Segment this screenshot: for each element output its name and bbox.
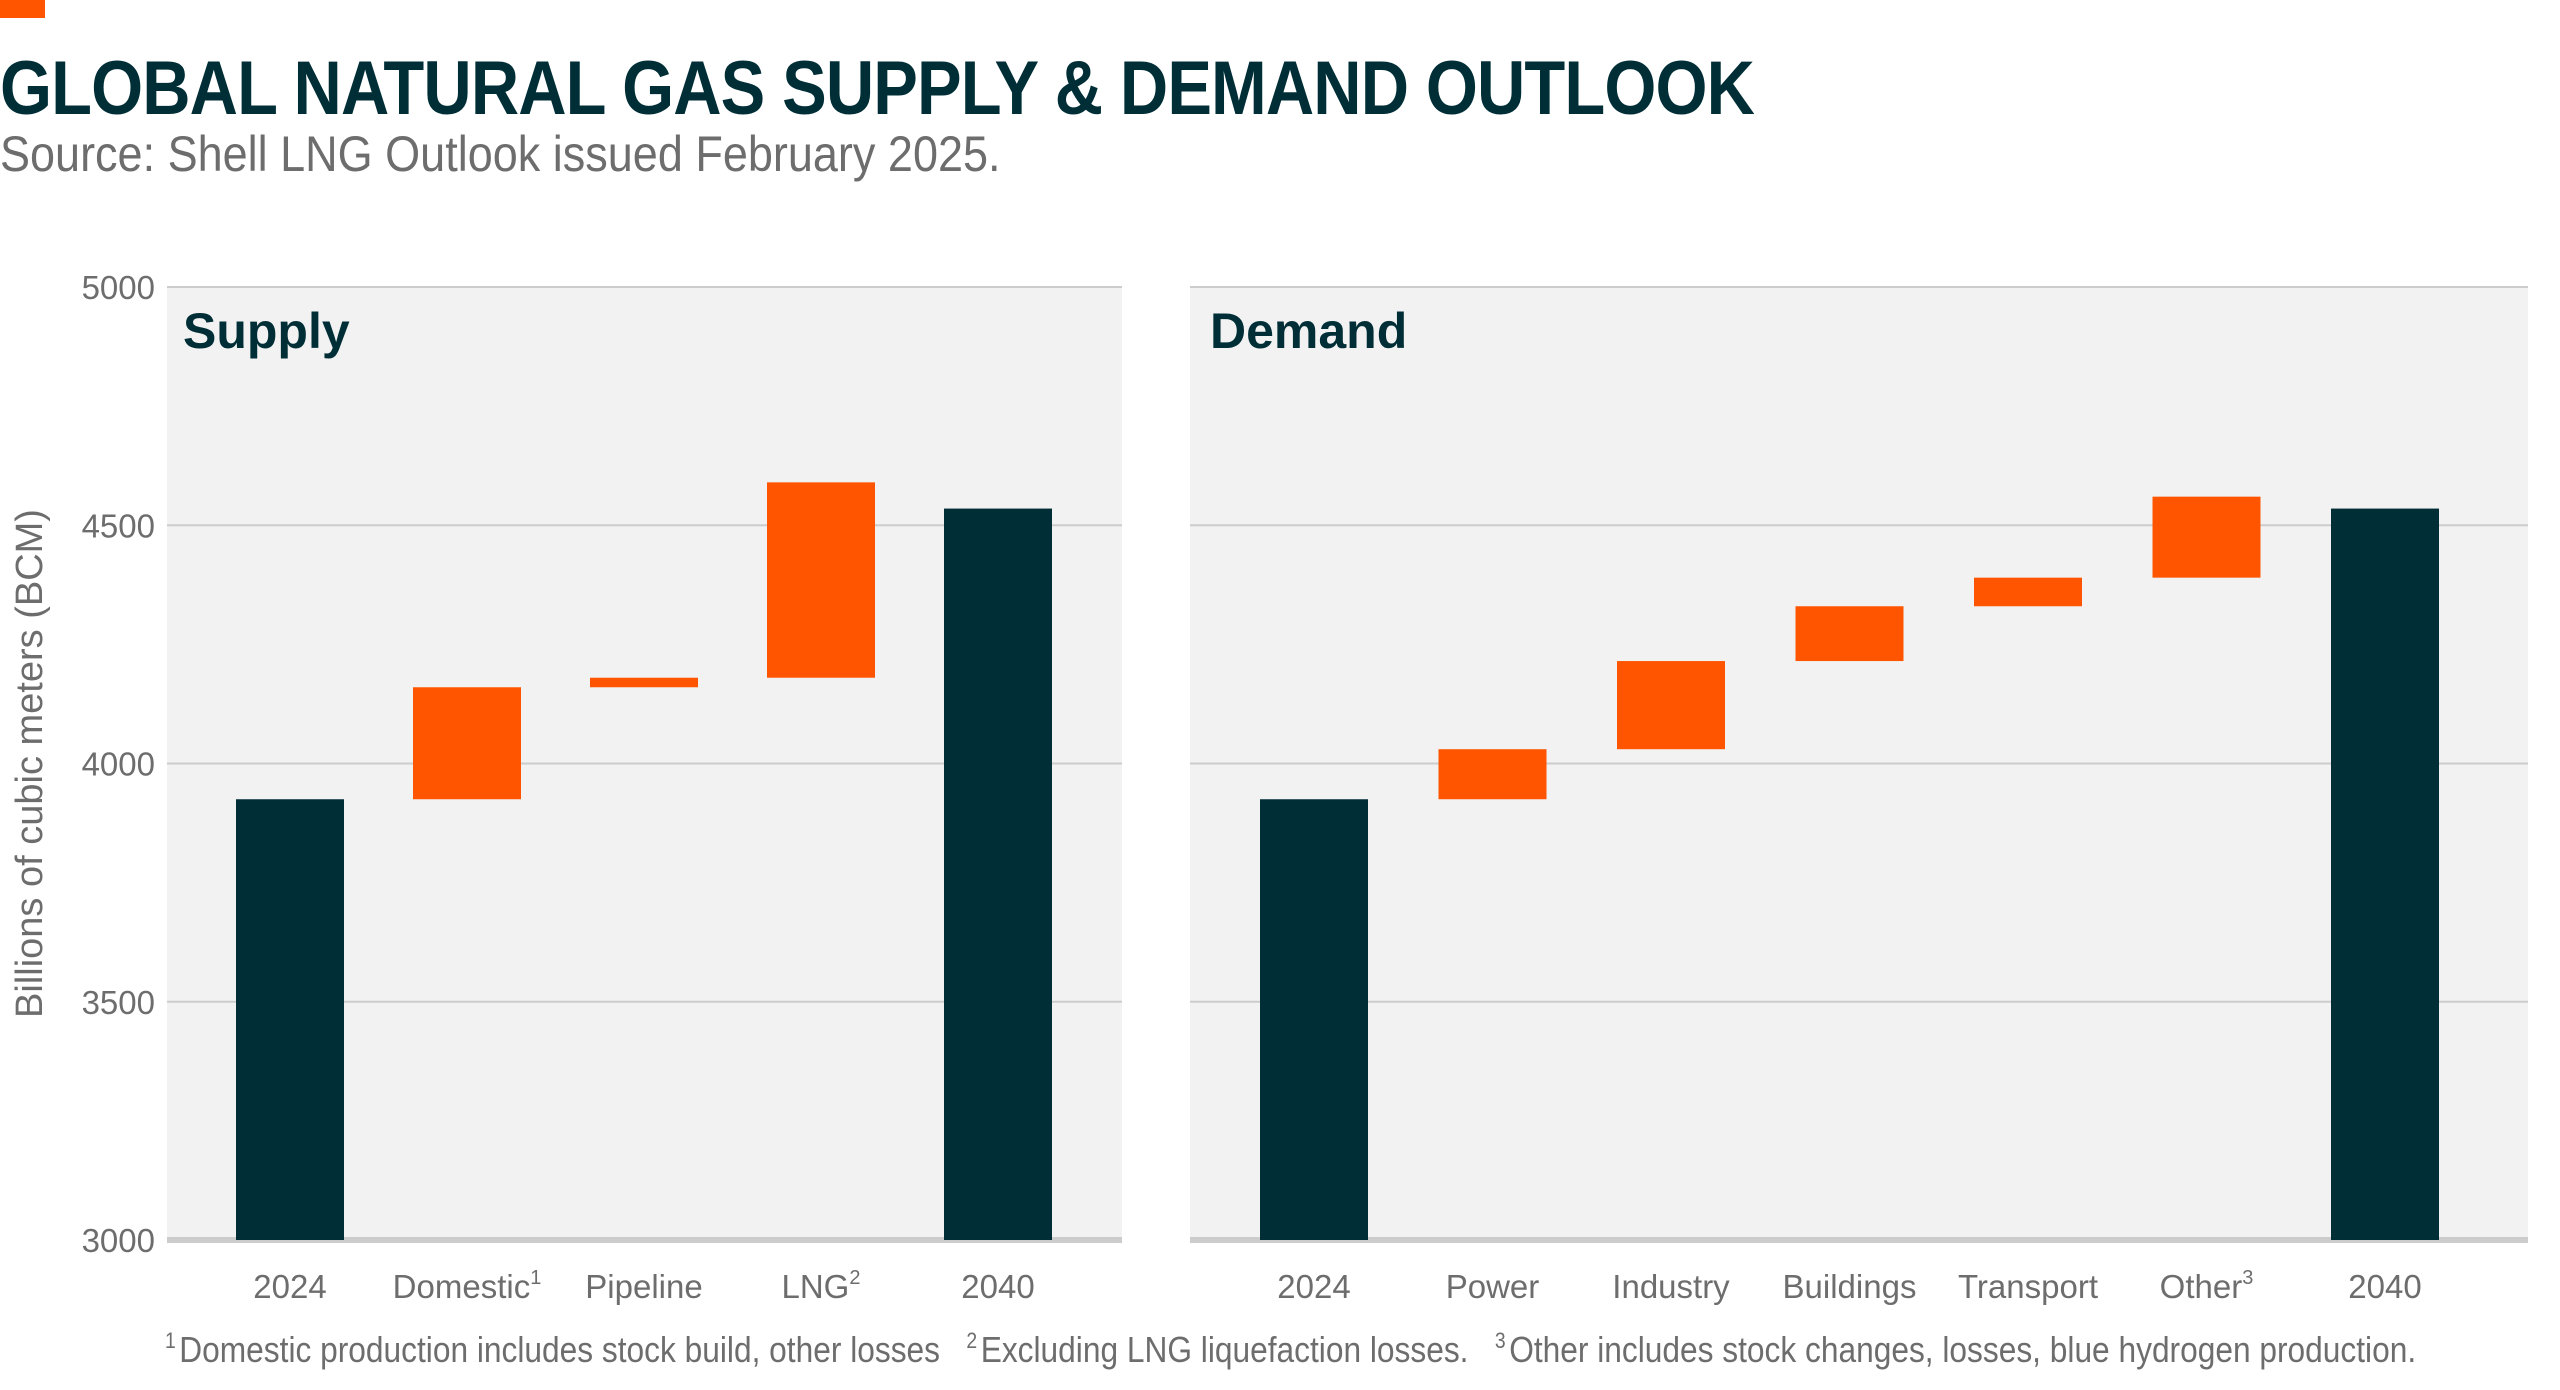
change-bar — [590, 677, 698, 688]
y-tick-label: 4500 — [82, 507, 155, 544]
x-tick-label: 2024 — [253, 1268, 326, 1305]
footnote-3-text: Other includes stock changes, losses, bl… — [1509, 1329, 2417, 1370]
supply-panel: 3000 3500 4000 4500 5000 Billions of cubic me… — [9, 269, 1122, 1305]
change-bar — [1795, 606, 1904, 662]
x-tick-label: LNG2 — [782, 1267, 861, 1305]
panel-title: Demand — [1210, 303, 1407, 359]
page-subtitle: Source: Shell LNG Outlook issued Februar… — [0, 126, 1001, 182]
x-tick-label: 2024 — [1277, 1268, 1350, 1305]
page-title: GLOBAL NATURAL GAS SUPPLY & DEMAND OUTLO… — [0, 46, 1755, 131]
accent-bar — [0, 0, 45, 18]
x-tick-label: Buildings — [1783, 1268, 1917, 1305]
footnote-2-marker: 2 — [966, 1328, 978, 1353]
x-tick-label: Pipeline — [585, 1268, 702, 1305]
change-bar — [413, 687, 521, 800]
panel-title: Supply — [183, 303, 350, 359]
y-tick-label: 5000 — [82, 269, 155, 306]
footnote-1-marker: 1 — [165, 1328, 176, 1353]
footnote-1: 1Domestic production includes stock buil… — [165, 1328, 940, 1370]
x-tick-label: 2040 — [2348, 1268, 2421, 1305]
footnote-1-text: Domestic production includes stock build… — [179, 1329, 940, 1370]
x-tick-label: Transport — [1958, 1268, 2098, 1305]
change-bar — [1974, 577, 2082, 607]
demand-panel: Demand 2024 Power Industry Buildings Transpor… — [1190, 286, 2528, 1305]
x-tick-superscript: 1 — [530, 1267, 541, 1289]
x-tick-superscript: 2 — [849, 1267, 860, 1289]
total-bar — [236, 799, 344, 1240]
x-tick-label: 2040 — [961, 1268, 1034, 1305]
footnote-2: 2Excluding LNG liquefaction losses. — [966, 1328, 1469, 1370]
change-bar — [2152, 496, 2261, 578]
total-bar — [2331, 508, 2439, 1240]
y-tick-label: 3000 — [82, 1222, 155, 1259]
change-bar — [767, 482, 875, 678]
change-bar — [1617, 661, 1725, 750]
x-tick-label: Domestic1 — [393, 1267, 542, 1305]
y-tick-label: 4000 — [82, 746, 155, 783]
y-axis-label: Billions of cubic meters (BCM) — [9, 509, 51, 1018]
x-tick-label: Industry — [1612, 1268, 1730, 1305]
total-bar — [1260, 799, 1368, 1240]
total-bar — [944, 508, 1052, 1240]
x-tick-superscript: 3 — [2242, 1267, 2253, 1289]
x-tick-label: Other3 — [2160, 1267, 2254, 1305]
footnote-2-text: Excluding LNG liquefaction losses. — [980, 1329, 1469, 1370]
footnote-3: 3Other includes stock changes, losses, b… — [1494, 1328, 2417, 1370]
change-bar — [1438, 749, 1547, 800]
y-tick-label: 3500 — [82, 984, 155, 1021]
x-tick-label: Power — [1446, 1268, 1540, 1305]
footnotes: 1Domestic production includes stock buil… — [165, 1318, 2434, 1373]
footnote-3-marker: 3 — [1494, 1328, 1506, 1353]
